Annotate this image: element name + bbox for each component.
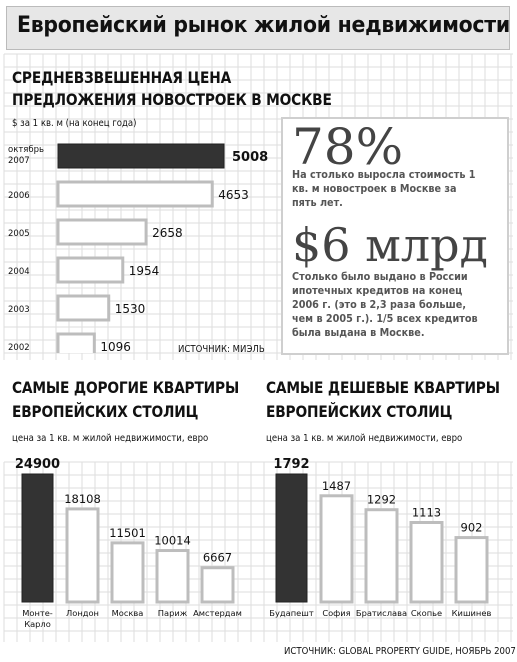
expensive-category-label: Париж (158, 608, 188, 618)
expensive-value-label: 6667 (203, 551, 232, 565)
expensive-capitals-chart: 24900 Монте-Карло 18108 Лондон 11501 Москва 10… (15, 457, 242, 629)
moscow-bar (56, 218, 148, 246)
expensive-unit-label: цена за 1 кв. м жилой недвижимости, евро (12, 433, 209, 444)
moscow-title-line1: СРЕДНЕВЗВЕШЕННАЯ ЦЕНА (12, 68, 232, 87)
cheap-category-label: Кишинев (452, 608, 492, 618)
cheap-value-label: 1792 (273, 457, 309, 472)
expensive-bar (65, 507, 100, 604)
moscow-title-line2: ПРЕДЛОЖЕНИЯ НОВОСТРОЕК В МОСКВЕ (12, 90, 332, 109)
expensive-value-label: 10014 (154, 534, 191, 548)
cheap-bar (275, 473, 308, 603)
moscow-value-label: 1530 (115, 302, 146, 316)
moscow-source: ИСТОЧНИК: МИЭЛЬ (178, 344, 265, 355)
expensive-title-line1: САМЫЕ ДОРОГИЕ КВАРТИРЫ (12, 378, 240, 397)
cheap-category-label: Братислава (356, 608, 407, 618)
stat1-value: 78% (292, 118, 404, 176)
stat1-text: На столько выросла стоимость 1 кв. м нов… (292, 169, 476, 209)
moscow-category-label: 2004 (8, 267, 30, 277)
expensive-bar (21, 473, 54, 603)
moscow-bar (56, 332, 96, 353)
cheap-category-label: Скопье (411, 608, 442, 618)
cheap-bar (364, 508, 399, 604)
cheap-unit-label: цена за 1 кв. м жилой недвижимости, евро (266, 433, 463, 444)
cheap-value-label: 1487 (322, 479, 351, 493)
cheap-title-line2: ЕВРОПЕЙСКИХ СТОЛИЦ (266, 402, 453, 421)
moscow-unit-label: $ за 1 кв. м (на конец года) (12, 118, 137, 129)
moscow-category-label: 2005 (8, 229, 30, 239)
moscow-category-label: 2006 (8, 191, 30, 201)
moscow-category-label: 2007 (8, 156, 30, 166)
cheap-bar (454, 536, 489, 604)
moscow-value-label: 4653 (218, 188, 249, 202)
cheap-category-label: София (322, 608, 350, 618)
cheap-value-label: 1292 (367, 493, 396, 507)
expensive-bar (200, 566, 235, 604)
expensive-category-label: Монте- (22, 608, 53, 618)
moscow-value-label: 2658 (152, 226, 183, 240)
moscow-bar (56, 180, 214, 208)
expensive-title-line2: ЕВРОПЕЙСКИХ СТОЛИЦ (12, 402, 199, 421)
expensive-value-label: 24900 (15, 457, 60, 472)
moscow-category-label: октябрь (8, 145, 44, 155)
expensive-category-label: Амстердам (193, 608, 242, 618)
cheap-capitals-chart: 1792 Будапешт 1487 София 1292 Братислава 1113 С… (269, 457, 492, 618)
moscow-value-label: 1096 (100, 340, 131, 353)
bottom-source: ИСТОЧНИК: GLOBAL PROPERTY GUIDE, НОЯБРЬ … (284, 646, 517, 657)
moscow-bar (57, 143, 225, 169)
moscow-value-label: 1954 (129, 264, 160, 278)
expensive-value-label: 18108 (64, 492, 101, 506)
cheap-bar (409, 521, 444, 604)
cheap-category-label: Будапешт (269, 608, 314, 618)
moscow-category-label: 2002 (8, 343, 30, 353)
expensive-category-label: Москва (112, 608, 144, 618)
banner-title: Европейский рынок жилой недвижимости (17, 13, 510, 38)
cheap-value-label: 902 (461, 521, 483, 535)
expensive-bar (110, 541, 145, 604)
moscow-bar (56, 256, 125, 284)
moscow-bar (56, 294, 111, 322)
banner: Европейский рынок жилой недвижимости (6, 6, 510, 50)
expensive-category-label: Карло (24, 619, 51, 629)
expensive-bar (155, 549, 190, 604)
cheap-value-label: 1113 (412, 506, 441, 520)
expensive-value-label: 11501 (109, 526, 146, 540)
stats-box (281, 117, 509, 355)
stat2-value: $6 млрд (292, 218, 488, 272)
stat2-text: Столько было выдано в России ипотечных к… (292, 271, 478, 339)
cheap-title-line1: САМЫЕ ДЕШЕВЫЕ КВАРТИРЫ (266, 378, 500, 397)
cheap-bar (319, 494, 354, 604)
moscow-category-label: 2003 (8, 305, 30, 315)
moscow-value-label: 5008 (232, 150, 268, 165)
expensive-category-label: Лондон (66, 608, 99, 618)
